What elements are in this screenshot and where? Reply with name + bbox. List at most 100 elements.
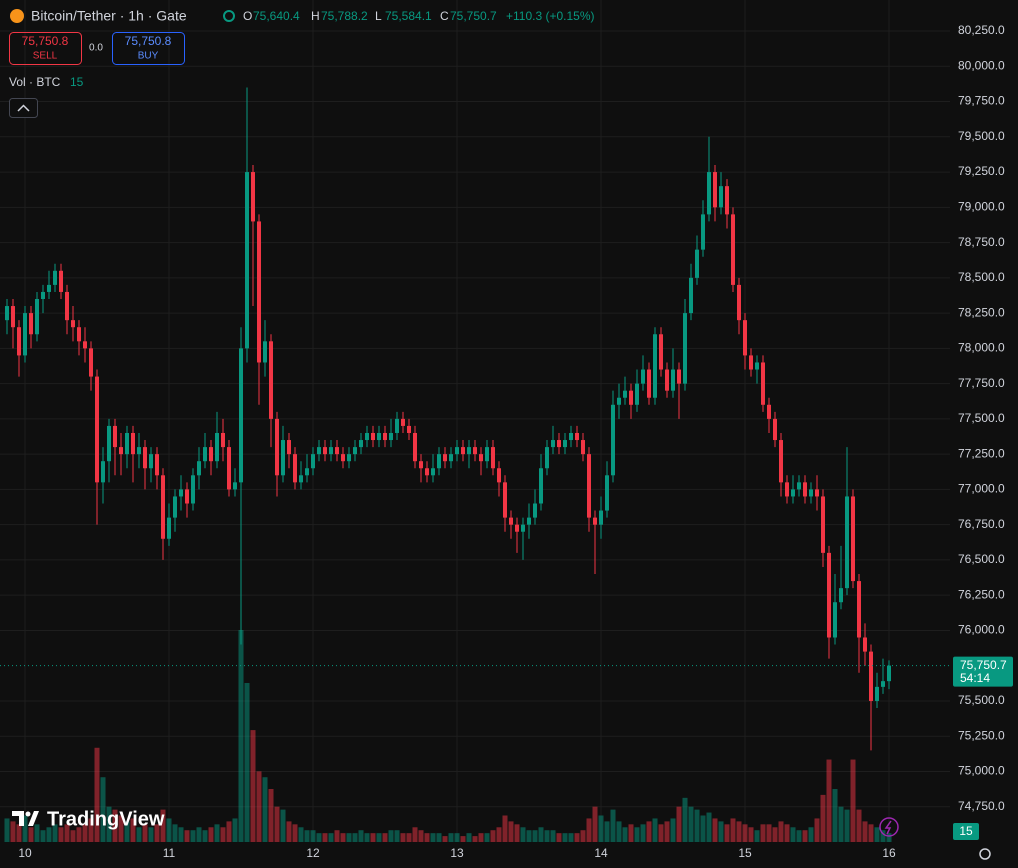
y-tick-label: 76,000.0 [958, 623, 1005, 637]
candle-body [389, 432, 393, 441]
lightning-button[interactable] [879, 817, 899, 837]
change: +110.3 (+0.15%) [506, 9, 595, 23]
y-tick-label: 75,000.0 [958, 764, 1005, 778]
volume-bar [310, 830, 316, 842]
y-tick-label: 78,500.0 [958, 270, 1005, 284]
candle-body [41, 291, 45, 300]
brand-logo: TradingView [12, 808, 165, 830]
candle-body [527, 517, 531, 525]
candle-body [569, 432, 573, 441]
volume-bar [736, 821, 742, 842]
volume-bar [652, 818, 658, 842]
x-tick-label: 12 [306, 846, 320, 860]
candle-body [137, 447, 141, 455]
volume-bar [430, 833, 436, 842]
volume-bar [64, 824, 70, 842]
candle-body [239, 348, 243, 483]
volume-bar [748, 827, 754, 842]
candle-body [875, 686, 879, 701]
candle-body [11, 306, 15, 328]
candle-body [107, 425, 111, 462]
x-tick-label: 16 [882, 846, 896, 860]
candle-body [311, 454, 315, 469]
volume-bar [244, 683, 250, 842]
candle-body [317, 447, 321, 455]
volume-bar [514, 824, 520, 842]
candle-body [791, 489, 795, 497]
volume-label: Vol · BTC [9, 75, 61, 89]
volume-bar [46, 827, 52, 842]
coin-icon [10, 9, 24, 23]
candle-body [425, 468, 429, 476]
volume-bar [568, 833, 574, 842]
volume-bar [520, 827, 526, 842]
volume-bar [370, 833, 376, 842]
volume-bar [694, 809, 700, 842]
candle-body [491, 447, 495, 469]
candle-body [557, 440, 561, 448]
candle-body [305, 468, 309, 476]
collapse-button[interactable] [9, 98, 38, 118]
candle-body [395, 418, 399, 433]
x-tick-label: 14 [594, 846, 608, 860]
y-tick-label: 80,000.0 [958, 58, 1005, 72]
candle-body [431, 468, 435, 476]
candle-body [629, 390, 633, 405]
volume-bar [490, 830, 496, 842]
volume-bar [100, 777, 106, 842]
candle-body [833, 602, 837, 638]
volume-bar [82, 824, 88, 842]
candle-body [845, 496, 849, 589]
candle-body [413, 432, 417, 462]
y-tick-label: 80,250.0 [958, 23, 1005, 37]
y-tick-label: 78,250.0 [958, 305, 1005, 319]
candle-body [71, 320, 75, 328]
candle-body [743, 320, 747, 356]
candle-body [647, 369, 651, 398]
candle-body [53, 270, 57, 285]
candle-body [599, 510, 603, 525]
volume-bar [850, 759, 856, 842]
candle-body [863, 637, 867, 652]
buy-button[interactable] [112, 32, 185, 65]
buy-price: 75,750.8 [125, 34, 172, 48]
volume-bar [268, 789, 274, 842]
volume-bar [808, 827, 814, 842]
volume-bar [142, 824, 148, 842]
volume-bar [22, 815, 28, 842]
candle-body [821, 496, 825, 553]
volume-bar [556, 833, 562, 842]
x-tick-label: 15 [738, 846, 752, 860]
volume-bar [622, 827, 628, 842]
candle-body [725, 186, 729, 215]
volume-bar [124, 821, 130, 842]
volume-bar [688, 806, 694, 842]
candle-body [191, 475, 195, 504]
candle-body [449, 454, 453, 462]
candle-body [617, 397, 621, 405]
collapse-icon [17, 104, 30, 112]
candle-body [803, 482, 807, 497]
volume-bar [412, 827, 418, 842]
candle-body [35, 299, 39, 335]
y-tick-label: 76,500.0 [958, 552, 1005, 566]
candle-body [509, 517, 513, 525]
volume-bar [166, 818, 172, 842]
y-tick-label: 79,500.0 [958, 129, 1005, 143]
volume-bar [292, 824, 298, 842]
candle-body [149, 454, 153, 469]
sell-button[interactable] [9, 32, 82, 65]
volume-bar [676, 806, 682, 842]
lightning-icon [884, 820, 892, 835]
volume-bar [466, 833, 472, 842]
volume-bar [214, 824, 220, 842]
candle-body [209, 447, 213, 462]
candle-body [467, 447, 471, 455]
volume-bar [418, 830, 424, 842]
settings-icon[interactable] [979, 848, 991, 860]
volume-bar [484, 833, 490, 842]
candle-body [641, 369, 645, 384]
candle-body [515, 524, 519, 532]
volume-bar [148, 827, 154, 842]
